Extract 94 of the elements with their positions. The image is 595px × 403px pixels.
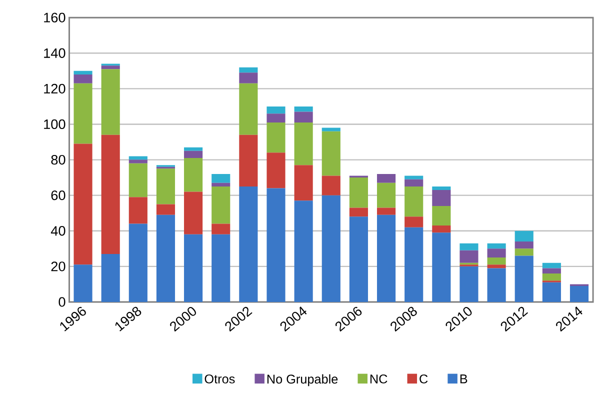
y-tick-label: 40 <box>50 226 66 236</box>
bar <box>322 196 340 302</box>
bar <box>74 71 92 75</box>
bar <box>212 183 230 187</box>
y-tick-label: 0 <box>58 297 66 307</box>
bar <box>128 164 148 198</box>
bar <box>570 286 589 302</box>
bar <box>101 69 120 136</box>
bar <box>74 264 92 302</box>
bar <box>184 148 203 152</box>
bar <box>294 106 313 112</box>
bar <box>460 266 478 302</box>
bar <box>184 192 203 235</box>
bar <box>101 66 120 70</box>
bar <box>432 190 451 206</box>
bar <box>74 84 92 144</box>
bar <box>239 135 258 187</box>
bar <box>212 234 230 302</box>
bar <box>128 156 148 160</box>
bar <box>239 186 258 302</box>
legend-label: No Grupable <box>267 374 338 386</box>
bar <box>156 215 176 302</box>
bar <box>239 68 258 73</box>
bar <box>376 174 396 184</box>
bar <box>542 263 561 268</box>
bar <box>487 268 506 302</box>
bar <box>266 122 286 153</box>
bar <box>156 168 176 204</box>
bar <box>184 158 203 192</box>
y-tick-label: 80 <box>51 155 66 165</box>
bar <box>322 128 340 132</box>
bar <box>101 135 120 254</box>
y-tick-label: 60 <box>51 190 66 200</box>
bar <box>404 176 424 180</box>
y-tick-label: 100 <box>44 120 66 130</box>
bar <box>74 74 92 84</box>
bar <box>514 231 534 242</box>
y-tick-label: 160 <box>44 12 66 23</box>
bar <box>212 224 230 235</box>
bar <box>349 216 368 302</box>
bar <box>404 216 424 228</box>
bar <box>128 197 148 224</box>
bar <box>349 208 368 217</box>
bar <box>349 178 368 208</box>
bar <box>404 228 424 302</box>
bar <box>542 282 561 302</box>
bar <box>487 264 506 268</box>
bar <box>432 226 451 233</box>
bar <box>404 180 424 187</box>
bar <box>294 200 313 302</box>
bar <box>460 250 478 264</box>
bar <box>404 186 424 217</box>
bar <box>239 72 258 84</box>
bar <box>487 248 506 258</box>
bar <box>74 144 92 265</box>
bar <box>294 122 313 166</box>
bar <box>294 112 313 123</box>
bar <box>266 152 286 188</box>
bar <box>266 188 286 302</box>
bar <box>184 151 203 158</box>
legend-label: C <box>420 374 428 384</box>
bar <box>376 183 396 208</box>
bar <box>322 176 340 196</box>
bar <box>376 208 396 216</box>
bar <box>514 256 534 302</box>
bar <box>487 244 506 249</box>
bar <box>212 174 230 184</box>
bar <box>128 160 148 164</box>
bar <box>487 258 506 265</box>
bar <box>294 165 313 201</box>
bar <box>266 114 286 123</box>
bar <box>542 268 561 274</box>
bar <box>156 204 176 216</box>
bar <box>514 248 534 256</box>
bar <box>266 106 286 114</box>
bar <box>212 186 230 224</box>
bar <box>514 242 534 249</box>
y-tick-label: 20 <box>51 262 66 272</box>
legend-label: B <box>460 374 468 384</box>
bar <box>184 234 203 302</box>
bar <box>128 224 148 302</box>
bar <box>432 206 451 226</box>
y-tick-label: 120 <box>44 84 66 94</box>
bar <box>239 84 258 136</box>
bar <box>376 215 396 302</box>
bar <box>101 254 120 302</box>
bar <box>460 244 478 251</box>
bar <box>542 274 561 281</box>
bar <box>432 232 451 302</box>
bar <box>432 186 451 190</box>
bar <box>322 132 340 176</box>
y-tick-label: 140 <box>44 48 66 58</box>
legend-label: NC <box>370 374 388 384</box>
legend-label: Otros <box>204 374 235 384</box>
